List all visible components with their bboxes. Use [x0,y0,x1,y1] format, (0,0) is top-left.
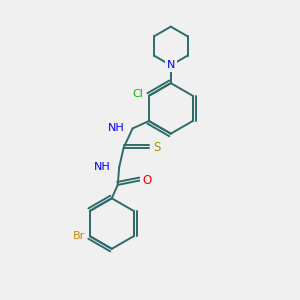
Text: Br: Br [73,231,85,241]
Text: N: N [167,60,175,70]
Text: O: O [142,174,151,187]
Text: NH: NH [107,124,124,134]
Text: S: S [154,141,161,154]
Text: NH: NH [94,162,111,172]
Text: Cl: Cl [132,89,143,99]
